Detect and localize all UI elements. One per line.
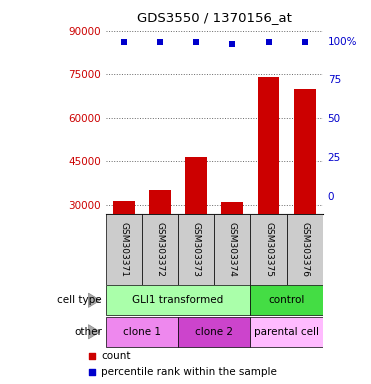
Text: GSM303373: GSM303373 [192,222,201,276]
Bar [186,157,207,292]
Bar [106,214,142,285]
Bar [106,317,178,347]
Text: GSM303372: GSM303372 [155,222,164,276]
Text: GSM303375: GSM303375 [264,222,273,276]
Point [193,39,199,45]
Text: control: control [268,295,305,305]
Text: GSM303371: GSM303371 [119,222,128,276]
Polygon shape [88,324,100,339]
Bar [214,214,250,285]
Bar [221,202,243,292]
Title: GDS3550 / 1370156_at: GDS3550 / 1370156_at [137,11,292,24]
Bar [250,214,286,285]
Text: count: count [101,351,131,361]
Text: clone 1: clone 1 [123,327,161,337]
Text: GLI1 transformed: GLI1 transformed [132,295,224,305]
Text: other: other [74,327,102,337]
Text: cell type: cell type [58,295,102,305]
Bar [250,285,323,315]
Bar [250,317,323,347]
Point [266,39,272,45]
Bar [178,317,250,347]
Text: GSM303376: GSM303376 [300,222,309,276]
Text: parental cell: parental cell [254,327,319,337]
Point [121,39,127,45]
Bar [149,190,171,292]
Text: clone 2: clone 2 [195,327,233,337]
Text: percentile rank within the sample: percentile rank within the sample [101,367,277,377]
Text: GSM303374: GSM303374 [228,222,237,276]
Bar [286,214,323,285]
Bar [142,214,178,285]
Bar [258,77,279,292]
Point [302,39,308,45]
Bar [113,201,135,292]
Point [157,39,163,45]
Bar [294,89,315,292]
Point [89,353,95,359]
Bar [178,214,214,285]
Point [229,41,235,47]
Polygon shape [88,293,100,308]
Point [89,369,95,375]
Bar [106,285,250,315]
